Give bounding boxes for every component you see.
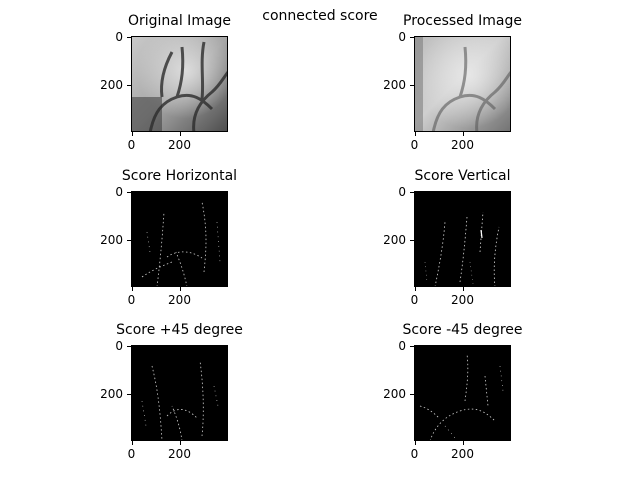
y-tick-label: 0 xyxy=(398,29,406,44)
y-tick-label: 200 xyxy=(100,386,123,401)
x-tick-label: 200 xyxy=(451,293,474,307)
score-minus-45-image xyxy=(414,345,511,441)
x-tick-label: 0 xyxy=(127,138,136,152)
panel-title: Score +45 degree xyxy=(116,322,243,338)
panel-processed-image: Processed Image xyxy=(383,13,522,152)
x-tick-label: 200 xyxy=(451,447,474,461)
x-tick-label: 200 xyxy=(168,293,191,307)
panel-original-image: Original Image xyxy=(100,13,231,152)
figure-suptitle: connected score xyxy=(262,8,378,24)
x-tick-label: 0 xyxy=(410,138,419,152)
y-tick-label: 0 xyxy=(115,184,123,199)
x-tick-label: 200 xyxy=(168,138,191,152)
panel-title: Score Horizontal xyxy=(121,168,238,184)
x-tick-label: 0 xyxy=(410,447,419,461)
x-tick-label: 0 xyxy=(127,447,136,461)
panel-title: Score -45 degree xyxy=(402,322,523,338)
y-tick-label: 0 xyxy=(115,338,123,353)
processed-image xyxy=(414,36,511,132)
y-tick-label: 0 xyxy=(398,338,406,353)
y-tick-label: 200 xyxy=(100,77,123,92)
panel-score-plus-45: Score +45 degree 0 200 0 200 xyxy=(100,322,243,461)
x-tick-label: 0 xyxy=(410,293,419,307)
panel-score-minus-45: Score -45 degree 0 200 0 200 xyxy=(383,322,522,461)
panel-title: Processed Image xyxy=(403,13,522,29)
y-tick-label: 0 xyxy=(398,184,406,199)
x-tick-label: 0 xyxy=(127,293,136,307)
score-plus-45-image xyxy=(131,345,228,441)
score-vertical-image xyxy=(414,191,511,287)
x-tick-label: 200 xyxy=(168,447,191,461)
panel-title: Original Image xyxy=(127,13,232,29)
panel-score-vertical: Score Vertical 0 200 0 200 xyxy=(383,168,511,307)
original-image xyxy=(131,36,228,132)
panel-score-horizontal: Score Horizontal 0 200 0 200 xyxy=(100,168,237,307)
y-tick-label: 200 xyxy=(383,77,406,92)
y-tick-label: 200 xyxy=(100,232,123,247)
panel-title: Score Vertical xyxy=(414,168,511,184)
y-tick-label: 200 xyxy=(383,232,406,247)
score-horizontal-image xyxy=(131,191,228,287)
y-tick-label: 0 xyxy=(115,29,123,44)
y-tick-label: 200 xyxy=(383,386,406,401)
x-tick-label: 200 xyxy=(451,138,474,152)
